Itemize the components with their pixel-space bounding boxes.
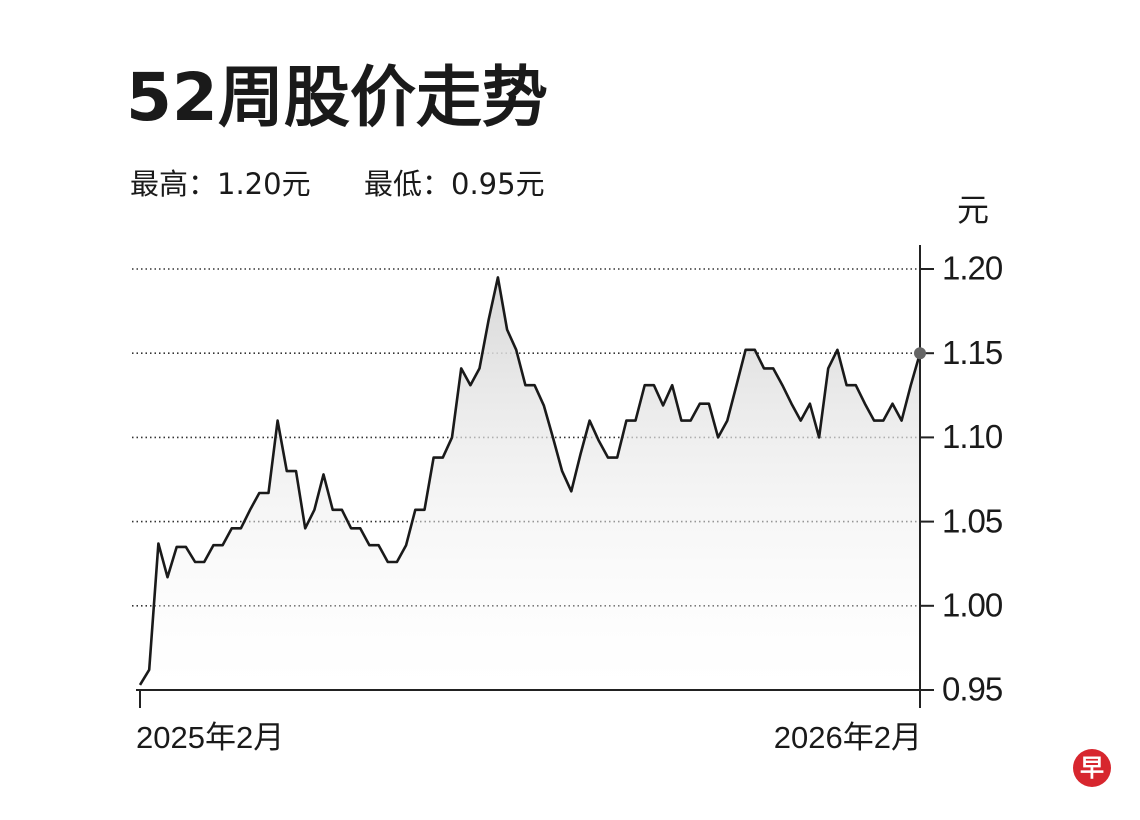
price-line bbox=[138, 276, 922, 686]
y-tick-label: 0.95 bbox=[942, 671, 1002, 708]
last-point bbox=[914, 347, 926, 360]
x-tick-label: 2026年2月 bbox=[774, 720, 922, 755]
y-tick-label: 1.20 bbox=[942, 250, 1003, 287]
subtitle-low: 最低：0.95元 bbox=[364, 167, 545, 201]
area bbox=[140, 277, 920, 690]
logo-badge bbox=[1073, 749, 1111, 787]
y-tick-label: 1.10 bbox=[942, 418, 1003, 455]
chart-title: 52周股价走势 bbox=[126, 59, 548, 136]
logo: 早 bbox=[1080, 754, 1104, 782]
subtitle-high: 最高：1.20元 bbox=[130, 167, 311, 201]
x-tick-label: 2025年2月 bbox=[136, 720, 284, 755]
y-tick-label: 1.15 bbox=[942, 334, 1002, 371]
y-tick-label: 1.05 bbox=[942, 502, 1002, 539]
y-tick-label: 1.00 bbox=[942, 587, 1003, 624]
y-axis-label: 元 bbox=[957, 191, 989, 229]
